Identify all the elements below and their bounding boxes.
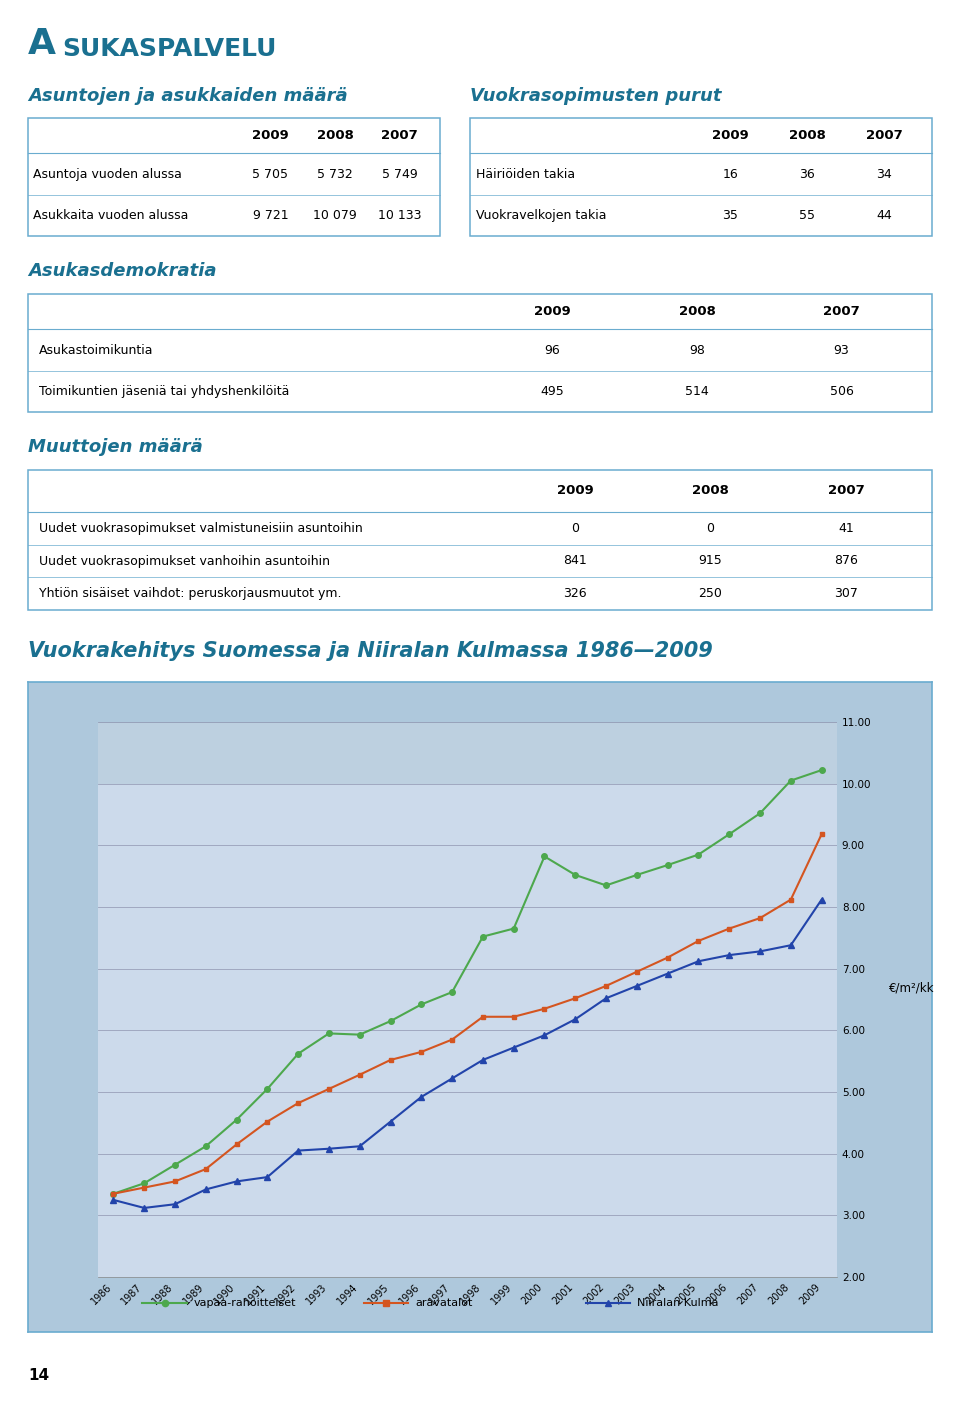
Text: 307: 307: [834, 587, 858, 600]
Text: 16: 16: [722, 168, 738, 181]
Text: 2007: 2007: [866, 129, 902, 142]
Text: 2009: 2009: [252, 129, 289, 142]
Text: 93: 93: [833, 343, 850, 356]
Text: 5 732: 5 732: [317, 168, 353, 181]
Text: Asuntoja vuoden alussa: Asuntoja vuoden alussa: [33, 168, 181, 181]
Bar: [98, 722, 837, 783]
Text: 2008: 2008: [789, 129, 826, 142]
Text: 2008: 2008: [679, 305, 715, 318]
Text: 2008: 2008: [692, 485, 729, 497]
Text: 5 705: 5 705: [252, 168, 288, 181]
Text: 506: 506: [829, 385, 853, 398]
Text: Vuokravelkojen takia: Vuokravelkojen takia: [475, 209, 606, 221]
Text: Uudet vuokrasopimukset vanhoihin asuntoihin: Uudet vuokrasopimukset vanhoihin asuntoi…: [38, 555, 330, 567]
Text: 10 079: 10 079: [313, 209, 357, 221]
Text: Häiriöiden takia: Häiriöiden takia: [475, 168, 575, 181]
Text: 2007: 2007: [824, 305, 860, 318]
Text: Uudet vuokrasopimukset valmistuneisiin asuntoihin: Uudet vuokrasopimukset valmistuneisiin a…: [38, 521, 363, 535]
Text: 10 133: 10 133: [377, 209, 421, 221]
Text: Asuntojen ja asukkaiden määrä: Asuntojen ja asukkaiden määrä: [28, 87, 348, 105]
Text: Muuttojen määrä: Muuttojen määrä: [28, 439, 203, 455]
Text: Asukastoimikuntia: Asukastoimikuntia: [38, 343, 154, 356]
Text: 0: 0: [707, 521, 714, 535]
Text: 55: 55: [800, 209, 815, 221]
Text: 34: 34: [876, 168, 892, 181]
Text: 326: 326: [564, 587, 587, 600]
Text: €/m²/kk: €/m²/kk: [889, 982, 934, 995]
Text: Asukkaita vuoden alussa: Asukkaita vuoden alussa: [33, 209, 188, 221]
Text: 2009: 2009: [534, 305, 570, 318]
Text: 2007: 2007: [828, 485, 865, 497]
Text: SUKASPALVELU: SUKASPALVELU: [62, 38, 276, 62]
Text: aravatalot: aravatalot: [416, 1297, 473, 1309]
Text: 98: 98: [689, 343, 705, 356]
Text: 14: 14: [28, 1369, 49, 1384]
Text: 2007: 2007: [381, 129, 418, 142]
Text: 0: 0: [571, 521, 579, 535]
Text: 514: 514: [685, 385, 708, 398]
Text: Toimikuntien jäseniä tai yhdyshenkilöitä: Toimikuntien jäseniä tai yhdyshenkilöitä: [38, 385, 289, 398]
Text: 2009: 2009: [557, 485, 593, 497]
Text: 841: 841: [564, 555, 587, 567]
Text: 36: 36: [800, 168, 815, 181]
Text: 915: 915: [699, 555, 722, 567]
Text: 35: 35: [722, 209, 738, 221]
Text: A: A: [28, 28, 56, 62]
Text: Vuokrasopimusten purut: Vuokrasopimusten purut: [470, 87, 722, 105]
Text: 876: 876: [834, 555, 858, 567]
Text: Vuokrakehitys Suomessa ja Niiralan Kulmassa 1986—2009: Vuokrakehitys Suomessa ja Niiralan Kulma…: [28, 642, 712, 661]
Text: Niiralan Kulma: Niiralan Kulma: [637, 1297, 719, 1309]
Text: Yhtiön sisäiset vaihdot: peruskorjausmuutot ym.: Yhtiön sisäiset vaihdot: peruskorjausmuu…: [38, 587, 342, 600]
Text: 495: 495: [540, 385, 564, 398]
Text: 250: 250: [699, 587, 723, 600]
Text: 2009: 2009: [712, 129, 749, 142]
Text: 5 749: 5 749: [382, 168, 418, 181]
Text: 41: 41: [838, 521, 854, 535]
Text: 9 721: 9 721: [252, 209, 288, 221]
Text: 2008: 2008: [317, 129, 353, 142]
Text: 44: 44: [876, 209, 892, 221]
Text: vapaa-rahoitteiset: vapaa-rahoitteiset: [194, 1297, 297, 1309]
Text: Asukasdemokratia: Asukasdemokratia: [28, 262, 217, 280]
Text: 96: 96: [544, 343, 561, 356]
